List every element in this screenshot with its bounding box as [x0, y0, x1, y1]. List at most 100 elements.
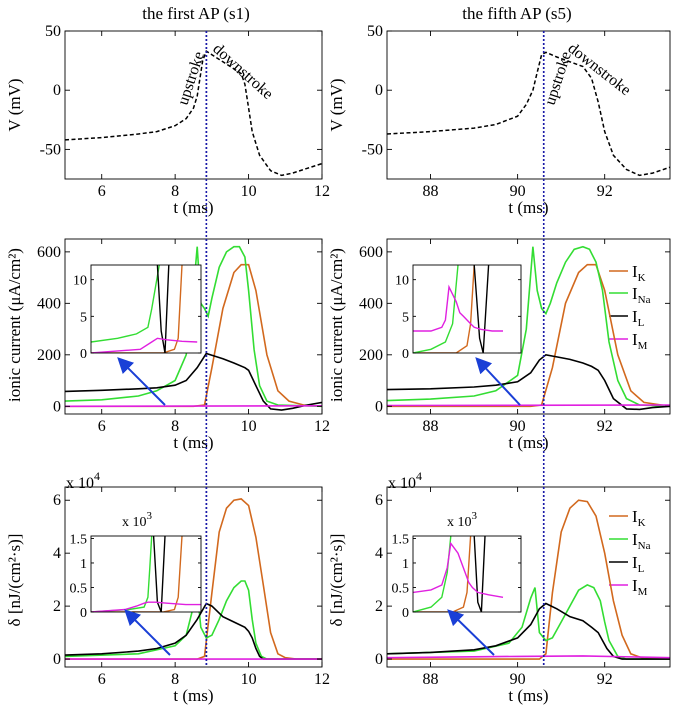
ytick-label: 600	[359, 244, 383, 261]
exp-ins-d-left: x 103	[122, 510, 153, 530]
ytick-label: 0.5	[70, 581, 88, 596]
ytick-label: 1	[402, 557, 409, 572]
axes-frame	[90, 264, 202, 354]
ytick-label: 50	[45, 23, 61, 40]
zoom-arrow	[117, 357, 166, 406]
series-ik-line	[65, 498, 322, 660]
ytick-label: 0.5	[392, 581, 410, 596]
legend-label-il: IL	[632, 553, 645, 575]
series-ik-line	[91, 265, 183, 353]
series-ik-line	[65, 263, 322, 408]
series-ina-line	[91, 265, 160, 343]
ytick-label: 1	[80, 557, 87, 572]
ytick-label: 10	[73, 274, 87, 289]
xtick-label: 10	[241, 418, 257, 435]
legend-energy: IK INa IL IM	[609, 507, 651, 598]
plot-ins_i5: 10 5 0	[395, 264, 522, 362]
upstroke-left: upstroke	[175, 50, 208, 108]
series-group	[91, 536, 201, 612]
axes-frame	[412, 535, 522, 613]
plot-ins_d5: 1.5 1 0.5 0	[392, 532, 522, 621]
xtick-label: 6	[98, 183, 106, 200]
ytick-label: 200	[359, 347, 383, 364]
xtick-label: 90	[510, 183, 526, 200]
plot-v1: 50 0 -50 6 8 10 12 t (ms)	[40, 23, 330, 217]
series-group	[387, 245, 670, 411]
xlabel: t (ms)	[508, 686, 548, 705]
xtick-label: 6	[98, 418, 106, 435]
ytick-label: 0	[53, 82, 61, 99]
series-ina-line	[65, 245, 322, 408]
xtick-label: 88	[423, 183, 439, 200]
ylabel-v-right: V (mV)	[327, 78, 346, 131]
zoom-arrow	[124, 609, 171, 656]
series-v-line	[387, 51, 670, 177]
xtick-label: 8	[171, 183, 179, 200]
series-v-line	[65, 49, 322, 177]
legend-label-im: IM	[632, 330, 648, 352]
series-group	[387, 51, 670, 177]
axes-frame	[64, 30, 323, 180]
title-right: the fifth AP (s5)	[462, 4, 571, 23]
ytick-label: 5	[402, 310, 409, 325]
xtick-label: 8	[171, 671, 179, 688]
series-ina-line	[413, 265, 459, 353]
series-il-line	[473, 536, 486, 612]
xtick-label: 92	[597, 183, 613, 200]
inset-bg	[413, 265, 521, 353]
axes-frame	[412, 264, 522, 354]
series-im-line	[65, 405, 322, 408]
legend-label-ina: INa	[632, 284, 651, 306]
ytick-label: 4	[53, 545, 61, 562]
xlabel: t (ms)	[173, 198, 213, 217]
inset-bg	[91, 536, 201, 612]
series-ik-line	[387, 499, 670, 660]
xtick-label: 88	[423, 671, 439, 688]
xtick-label: 10	[241, 183, 257, 200]
exp-ins-d-right: x 103	[447, 510, 478, 530]
series-ik-line	[91, 536, 183, 612]
ytick-label: 0	[80, 606, 87, 621]
axes-frame	[386, 238, 671, 415]
ytick-label: 0	[80, 347, 87, 362]
xtick-label: 10	[241, 671, 257, 688]
xtick-label: 12	[314, 183, 330, 200]
xtick-label: 12	[314, 671, 330, 688]
series-group	[413, 536, 504, 612]
legend-label-il: IL	[632, 307, 645, 329]
ytick-label: 200	[37, 347, 61, 364]
ytick-label: 0	[402, 347, 409, 362]
axes-frame	[64, 486, 323, 668]
ytick-label: 2	[375, 598, 383, 615]
ytick-label: 1.5	[392, 532, 410, 547]
legend-label-im: IM	[632, 576, 648, 598]
xtick-label: 90	[510, 671, 526, 688]
series-im-line	[387, 655, 670, 659]
series-im-line	[413, 541, 504, 598]
xlabel: t (ms)	[173, 686, 213, 705]
ytick-label: 6	[53, 492, 61, 509]
xtick-label: 12	[314, 418, 330, 435]
series-il-line	[156, 265, 170, 353]
series-im-line	[91, 601, 201, 612]
xtick-label: 6	[98, 671, 106, 688]
ytick-label: 0	[375, 398, 383, 415]
zoom-arrow	[475, 357, 521, 406]
ytick-label: -50	[40, 141, 61, 158]
series-il-line	[387, 602, 670, 660]
ytick-label: 4	[375, 545, 383, 562]
xtick-label: 92	[597, 418, 613, 435]
ytick-label: 0	[375, 651, 383, 668]
ylabel-d-left: δ [nJ/(cm²·s)]	[5, 534, 24, 627]
axes-frame	[90, 535, 202, 613]
exp-d-right: x 104	[388, 469, 422, 492]
downstroke-right: downstroke	[565, 40, 634, 99]
ytick-label: -50	[362, 141, 383, 158]
ytick-label: 400	[37, 295, 61, 312]
ylabel-i-right: ionic current (μA/cm²)	[327, 248, 346, 402]
series-group	[65, 498, 322, 660]
inset-bg	[413, 536, 521, 612]
inset-bg	[91, 265, 201, 353]
